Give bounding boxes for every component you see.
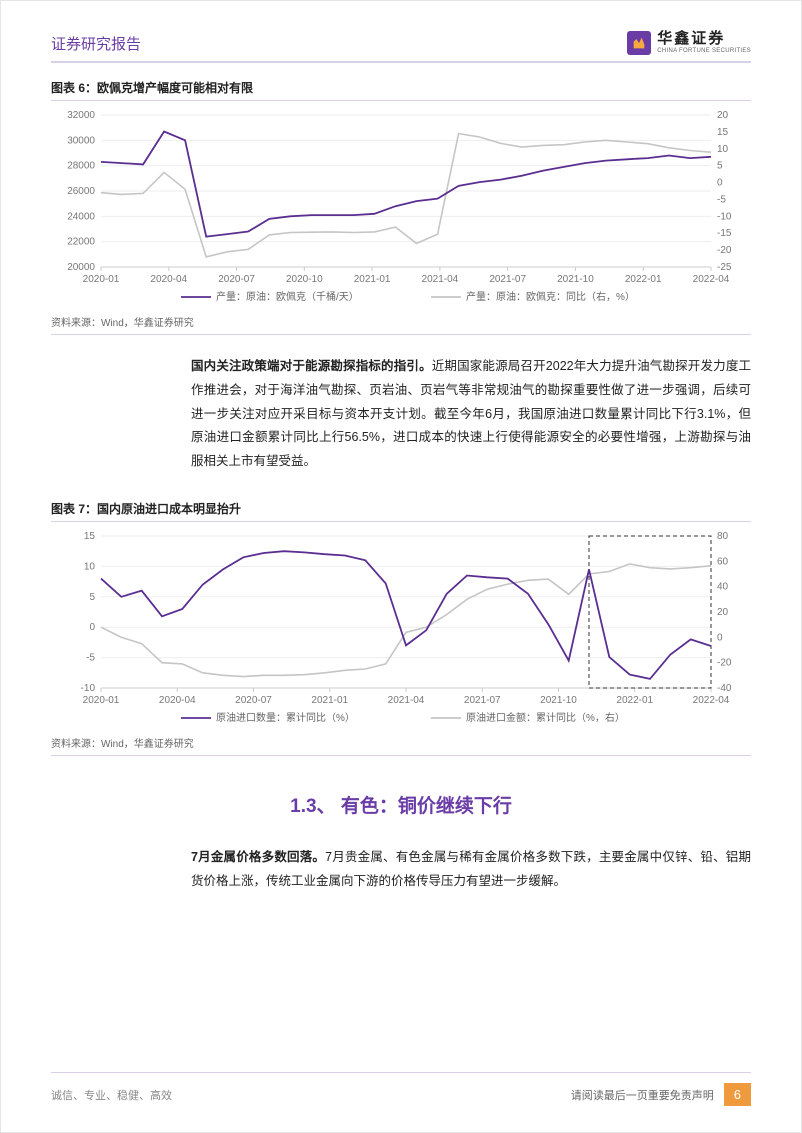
svg-text:24000: 24000	[67, 211, 95, 222]
svg-text:原油进口金额：累计同比（%，右）: 原油进口金额：累计同比（%，右）	[466, 711, 625, 724]
svg-text:产量：原油：欧佩克：同比（右，%）: 产量：原油：欧佩克：同比（右，%）	[466, 290, 635, 303]
svg-text:2020-04: 2020-04	[150, 274, 187, 285]
svg-text:2021-10: 2021-10	[540, 695, 577, 706]
body-para-2: 7月金属价格多数回落。7月贵金属、有色金属与稀有金属价格多数下跌，主要金属中仅锌…	[191, 846, 751, 894]
svg-text:0: 0	[717, 178, 723, 189]
svg-text:5: 5	[89, 592, 95, 603]
svg-text:5: 5	[717, 161, 723, 172]
svg-text:2021-07: 2021-07	[464, 695, 501, 706]
svg-text:2020-07: 2020-07	[218, 274, 255, 285]
svg-text:0: 0	[89, 622, 95, 633]
chart6-panel: 20000 22000 24000 26000 28000 30000 32000 -25 -2…	[51, 103, 751, 311]
svg-text:10: 10	[84, 561, 96, 572]
svg-text:26000: 26000	[67, 186, 95, 197]
svg-text:-10: -10	[717, 211, 732, 222]
svg-text:2020-04: 2020-04	[159, 695, 196, 706]
brand-logo: 华鑫证券 CHINA FORTUNE SECURITIES	[627, 31, 751, 55]
page-number-badge: 6	[724, 1083, 751, 1106]
chart6-svg: 20000 22000 24000 26000 28000 30000 32000 -25 -2…	[51, 107, 751, 307]
svg-text:2021-07: 2021-07	[489, 274, 526, 285]
svg-text:40: 40	[717, 581, 729, 592]
svg-text:20000: 20000	[67, 262, 95, 273]
svg-text:28000: 28000	[67, 161, 95, 172]
svg-text:20: 20	[717, 607, 729, 618]
svg-text:2022-01: 2022-01	[625, 274, 662, 285]
svg-text:2020-01: 2020-01	[83, 695, 120, 706]
svg-text:-25: -25	[717, 262, 732, 273]
svg-text:15: 15	[84, 531, 96, 542]
svg-text:22000: 22000	[67, 237, 95, 248]
chart7-panel: -10 -5 0 5 10 15 -40 -20 0 20 40 60 80 2020-01 2020-04…	[51, 524, 751, 732]
svg-text:-5: -5	[86, 652, 95, 663]
page-header: 证券研究报告 华鑫证券 CHINA FORTUNE SECURITIES	[51, 31, 751, 63]
svg-text:10: 10	[717, 144, 729, 155]
chart7-source: 资料来源：Wind，华鑫证券研究	[51, 732, 751, 756]
svg-text:0: 0	[717, 632, 723, 643]
body-para-1: 国内关注政策端对于能源勘探指标的指引。近期国家能源局召开2022年大力提升油气勘…	[191, 355, 751, 474]
svg-text:32000: 32000	[67, 110, 95, 121]
chart6-title: 图表 6：欧佩克增产幅度可能相对有限	[51, 75, 751, 101]
svg-text:-5: -5	[717, 194, 726, 205]
svg-text:30000: 30000	[67, 135, 95, 146]
chart7-svg: -10 -5 0 5 10 15 -40 -20 0 20 40 60 80 2020-01 2020-04…	[51, 528, 751, 728]
brand-logo-mark	[627, 31, 651, 55]
para2-lead: 7月金属价格多数回落。	[191, 850, 325, 864]
brand-name-en: CHINA FORTUNE SECURITIES	[657, 48, 751, 55]
svg-text:2022-01: 2022-01	[616, 695, 653, 706]
svg-text:2022-04: 2022-04	[693, 695, 730, 706]
svg-text:-20: -20	[717, 245, 732, 256]
svg-text:2020-01: 2020-01	[83, 274, 120, 285]
svg-text:-20: -20	[717, 657, 732, 668]
page-footer: 诚信、专业、稳健、高效 请阅读最后一页重要免责声明 6	[51, 1072, 751, 1106]
svg-text:2021-10: 2021-10	[557, 274, 594, 285]
svg-text:2021-04: 2021-04	[388, 695, 425, 706]
section-heading-1-3: 1.3、 有色：铜价继续下行	[51, 791, 751, 818]
svg-text:-40: -40	[717, 683, 732, 694]
svg-text:2020-07: 2020-07	[235, 695, 272, 706]
brand-name-cn: 华鑫证券	[657, 31, 751, 48]
svg-text:20: 20	[717, 110, 729, 121]
svg-text:2021-01: 2021-01	[311, 695, 348, 706]
svg-text:2020-10: 2020-10	[286, 274, 323, 285]
svg-text:2021-04: 2021-04	[422, 274, 459, 285]
svg-text:-15: -15	[717, 228, 732, 239]
para1-lead: 国内关注政策端对于能源勘探指标的指引。	[191, 359, 432, 373]
svg-text:80: 80	[717, 531, 729, 542]
svg-text:原油进口数量：累计同比（%）: 原油进口数量：累计同比（%）	[216, 711, 355, 724]
svg-text:-10: -10	[81, 683, 96, 694]
svg-text:2021-01: 2021-01	[354, 274, 391, 285]
svg-text:15: 15	[717, 127, 729, 138]
svg-text:产量：原油：欧佩克（千桶/天）: 产量：原油：欧佩克（千桶/天）	[216, 290, 359, 303]
footer-disclaimer: 请阅读最后一页重要免责声明	[571, 1087, 714, 1103]
chart6-source: 资料来源：Wind，华鑫证券研究	[51, 311, 751, 335]
footer-motto: 诚信、专业、稳健、高效	[51, 1087, 172, 1103]
svg-text:2022-04: 2022-04	[693, 274, 730, 285]
svg-text:60: 60	[717, 556, 729, 567]
chart7-title: 图表 7：国内原油进口成本明显抬升	[51, 496, 751, 522]
report-type: 证券研究报告	[51, 33, 141, 54]
para1-rest: 近期国家能源局召开2022年大力提升油气勘探开发力度工作推进会，对于海洋油气勘探…	[191, 359, 751, 468]
